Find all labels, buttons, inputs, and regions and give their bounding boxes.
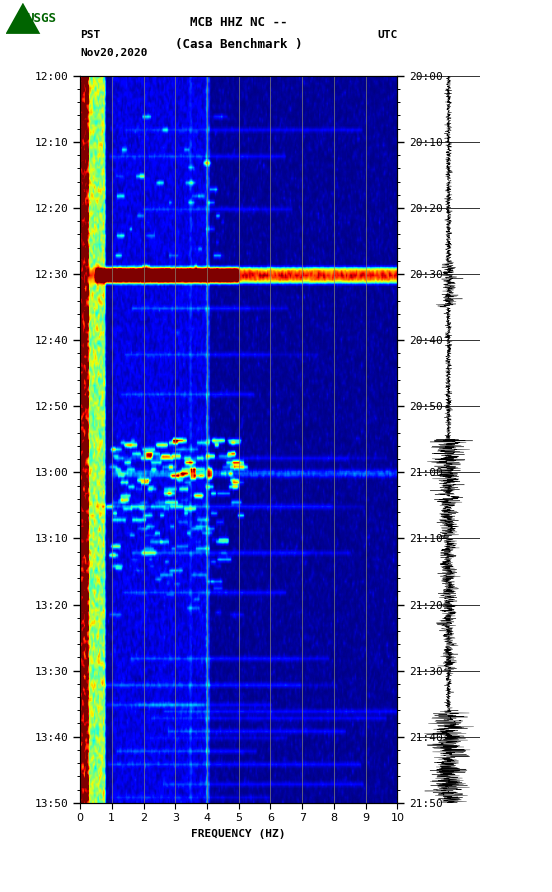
Text: PST: PST (80, 30, 100, 40)
X-axis label: FREQUENCY (HZ): FREQUENCY (HZ) (192, 829, 286, 838)
Text: Nov20,2020: Nov20,2020 (80, 48, 147, 58)
Text: UTC: UTC (377, 30, 397, 40)
Text: MCB HHZ NC --: MCB HHZ NC -- (190, 16, 288, 29)
Text: (Casa Benchmark ): (Casa Benchmark ) (175, 37, 302, 51)
Text: USGS: USGS (26, 12, 56, 25)
Polygon shape (6, 3, 40, 34)
